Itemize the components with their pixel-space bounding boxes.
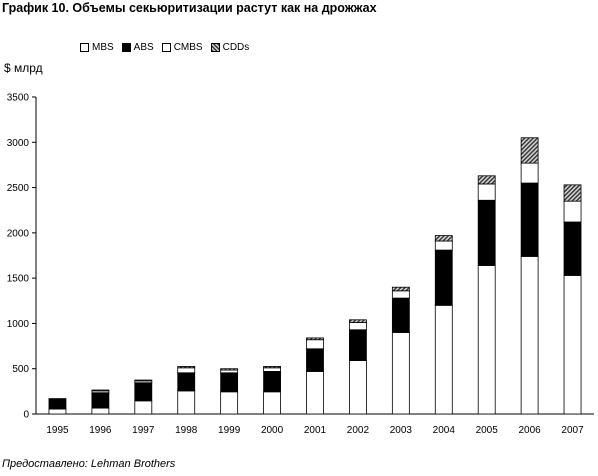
legend-swatch-cdds — [210, 42, 220, 52]
bar-segment-cdds-1996 — [91, 389, 110, 392]
x-tick-label: 2006 — [518, 425, 541, 436]
bar-segment-abs-2003 — [391, 297, 410, 333]
x-tick-label: 1997 — [132, 425, 155, 436]
y-tick-label: 2000 — [7, 228, 30, 239]
legend-item-abs: ABS — [121, 41, 154, 53]
bar-segment-cdds-1997 — [134, 379, 153, 382]
bar-segment-cmbs-1999 — [220, 369, 239, 374]
legend-item-cmbs: CMBS — [161, 41, 203, 53]
bar-segment-cdds-2001 — [306, 337, 324, 341]
bar-segment-cmbs-2005 — [477, 183, 496, 201]
y-tick-label: 500 — [12, 364, 29, 375]
bar-segment-mbs-2002 — [349, 360, 367, 415]
bar-segment-mbs-1998 — [177, 390, 196, 415]
bar-segment-abs-2000 — [263, 371, 281, 393]
bar-segment-abs-1998 — [177, 372, 196, 392]
bar-segment-mbs-2000 — [263, 391, 281, 415]
y-axis-unit-label: $ млрд — [4, 61, 43, 75]
x-tick-label: 1995 — [46, 425, 69, 436]
bar-segment-mbs-2005 — [477, 265, 496, 415]
bar-segment-abs-2007 — [563, 221, 582, 276]
bar-segment-mbs-1996 — [91, 407, 110, 415]
y-tick-label: 1500 — [7, 274, 30, 285]
legend-item-mbs: MBS — [80, 42, 114, 53]
bar-segment-cdds-2000 — [263, 366, 281, 369]
bar-segment-cmbs-2001 — [306, 339, 324, 350]
bar-segment-cmbs-1998 — [177, 367, 196, 374]
bar-segment-cmbs-2002 — [349, 322, 367, 331]
x-tick-label: 2002 — [347, 425, 370, 436]
bar-segment-abs-2005 — [477, 199, 496, 266]
bar-segment-cdds-2002 — [349, 319, 367, 323]
x-tick-label: 2007 — [561, 425, 584, 436]
bar-segment-cdds-1998 — [177, 366, 196, 369]
bar-segment-cdds-2007 — [563, 184, 582, 202]
bar-segment-abs-2002 — [349, 329, 367, 361]
bar-segment-mbs-2004 — [434, 304, 453, 415]
bar-segment-abs-2006 — [520, 182, 539, 257]
bar-segment-cdds-2005 — [477, 175, 496, 185]
bars — [48, 137, 582, 415]
legend-label-cmbs: CMBS — [173, 41, 203, 53]
bar-segment-abs-1996 — [91, 392, 110, 409]
bar-segment-mbs-1995 — [48, 408, 67, 415]
bar-segment-mbs-2006 — [520, 256, 539, 415]
legend-label-cdds: CDDs — [222, 41, 250, 53]
y-tick-label: 2500 — [7, 183, 30, 194]
y-tick-label: 1000 — [7, 319, 30, 330]
bar-segment-cdds-2003 — [391, 286, 410, 292]
bar-segment-abs-1999 — [220, 372, 239, 393]
bar-segment-cmbs-2003 — [391, 290, 410, 299]
y-tick-labels: 0 500 1000 1500 2000 2500 3000 3500 — [7, 93, 30, 421]
legend-label-abs: ABS — [133, 41, 154, 53]
legend-swatch-abs — [121, 42, 131, 52]
legend-label-mbs: MBS — [92, 41, 114, 53]
bar-segment-cmbs-2006 — [520, 162, 539, 184]
bar-segment-mbs-1997 — [134, 400, 153, 415]
bar-segment-abs-1995 — [48, 398, 67, 410]
bar-segment-cdds-2006 — [520, 137, 539, 164]
x-tick-label: 2000 — [261, 425, 284, 436]
bar-segment-cmbs-2000 — [263, 367, 281, 372]
x-tick-label: 1996 — [89, 425, 112, 436]
x-tick-label: 2005 — [476, 425, 499, 436]
legend-swatch-mbs — [80, 42, 89, 52]
source-note: Предоставлено: Lehman Brothers — [2, 458, 176, 470]
legend: MBS ABS CMBS CDDs — [80, 40, 257, 54]
x-tick-labels: 1995 1996 1997 1998 1999 2000 2001 2002 2003 2004… — [46, 425, 584, 436]
bar-segment-mbs-1999 — [220, 391, 239, 415]
x-tick-label: 1999 — [218, 425, 241, 436]
bar-segment-cmbs-2007 — [563, 200, 582, 223]
bar-segment-abs-1997 — [134, 382, 153, 402]
bar-segment-cmbs-2004 — [434, 240, 453, 251]
y-tick-label: 3500 — [7, 93, 30, 104]
y-tick-label: 0 — [23, 410, 29, 421]
bar-segment-mbs-2003 — [391, 332, 410, 415]
chart-title: График 10. Объемы секьюритизации растут … — [2, 1, 377, 15]
bar-segment-abs-2001 — [306, 348, 324, 372]
bar-segment-mbs-2007 — [563, 275, 582, 415]
legend-item-cdds: CDDs — [210, 41, 250, 53]
x-tick-label: 2004 — [433, 425, 456, 436]
bar-segment-abs-2004 — [434, 249, 453, 306]
bar-segment-cdds-2004 — [434, 235, 453, 242]
y-tick-label: 3000 — [7, 138, 30, 149]
legend-swatch-cmbs — [161, 42, 171, 52]
bar-segment-mbs-2001 — [306, 371, 324, 415]
x-tick-label: 2003 — [390, 425, 413, 436]
x-tick-label: 1998 — [175, 425, 198, 436]
bar-segment-cdds-1999 — [220, 368, 239, 371]
x-tick-label: 2001 — [304, 425, 327, 436]
